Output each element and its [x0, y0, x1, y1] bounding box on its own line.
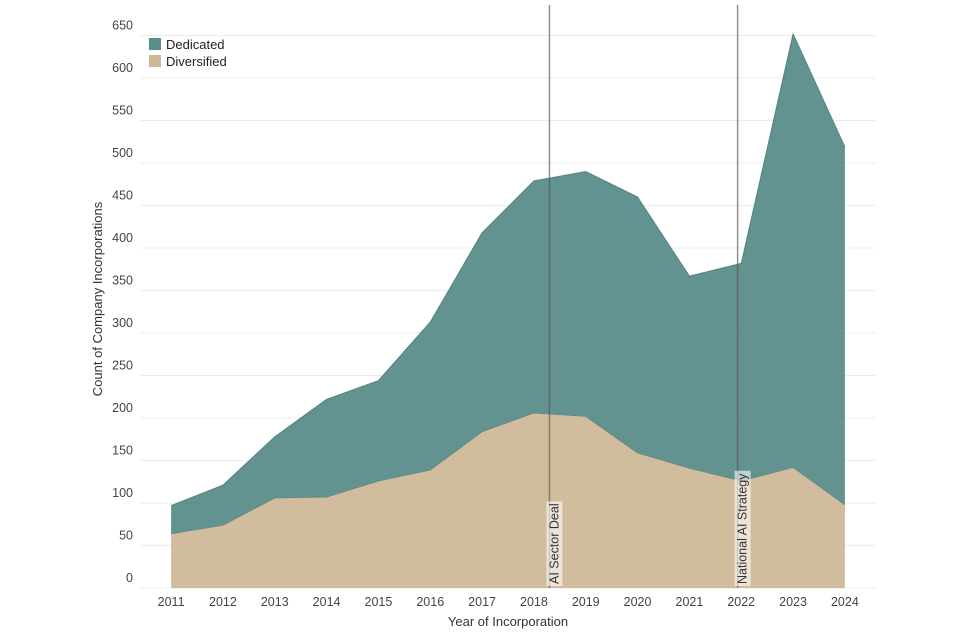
annotation-label-group-0: AI Sector Deal	[546, 501, 563, 586]
x-axis-ticks: 2011 2012 2013 2014 2015 2016 2017 2018 2019 2020…	[158, 595, 859, 609]
y-axis-ticks: 0 50 100 150 200 250 300 350 400 450 500 550 600 650	[112, 19, 133, 586]
annotation-label-0: AI Sector Deal	[547, 503, 561, 584]
y-tick-300: 300	[112, 316, 133, 330]
legend-swatch-diversified	[149, 55, 161, 67]
legend-label-dedicated: Dedicated	[166, 37, 225, 52]
y-tick-500: 500	[112, 146, 133, 160]
y-tick-550: 550	[112, 104, 133, 118]
x-tick-2021: 2021	[676, 595, 704, 609]
area-edge-dedicated	[170, 32, 846, 507]
y-axis-title: Count of Company Incorporations	[90, 201, 105, 396]
x-tick-2011: 2011	[158, 595, 185, 609]
x-tick-2019: 2019	[572, 595, 600, 609]
annotation-lines: AI Sector Deal National AI Strategy	[546, 5, 751, 588]
area-diversified	[171, 412, 845, 588]
annotation-label-bg-0	[546, 501, 563, 586]
area-series	[170, 32, 846, 588]
x-tick-2012: 2012	[209, 595, 237, 609]
y-tick-600: 600	[112, 61, 133, 75]
annotation-label-bg-1	[734, 470, 751, 586]
x-axis-title: Year of Incorporation	[448, 614, 568, 629]
legend-label-diversified: Diversified	[166, 54, 227, 69]
x-tick-2014: 2014	[313, 595, 341, 609]
y-tick-100: 100	[112, 486, 133, 500]
x-tick-2018: 2018	[520, 595, 548, 609]
area-dedicated	[171, 33, 845, 534]
x-tick-2023: 2023	[779, 595, 807, 609]
y-tick-450: 450	[112, 189, 133, 203]
legend: Dedicated Diversified	[149, 37, 227, 69]
y-tick-150: 150	[112, 444, 133, 458]
annotation-label-1: National AI Strategy	[736, 473, 750, 584]
y-tick-50: 50	[119, 529, 133, 543]
x-tick-2024: 2024	[831, 595, 859, 609]
x-tick-2016: 2016	[416, 595, 444, 609]
y-tick-250: 250	[112, 359, 133, 373]
annotation-label-group-1: National AI Strategy	[734, 470, 751, 586]
x-tick-2022: 2022	[727, 595, 755, 609]
legend-swatch-dedicated	[149, 38, 161, 50]
y-tick-0: 0	[126, 571, 133, 585]
x-tick-2020: 2020	[624, 595, 652, 609]
y-tick-400: 400	[112, 231, 133, 245]
y-tick-200: 200	[112, 401, 133, 415]
x-tick-2013: 2013	[261, 595, 289, 609]
y-tick-650: 650	[112, 19, 133, 33]
x-tick-2017: 2017	[468, 595, 496, 609]
x-tick-2015: 2015	[365, 595, 393, 609]
y-tick-350: 350	[112, 274, 133, 288]
